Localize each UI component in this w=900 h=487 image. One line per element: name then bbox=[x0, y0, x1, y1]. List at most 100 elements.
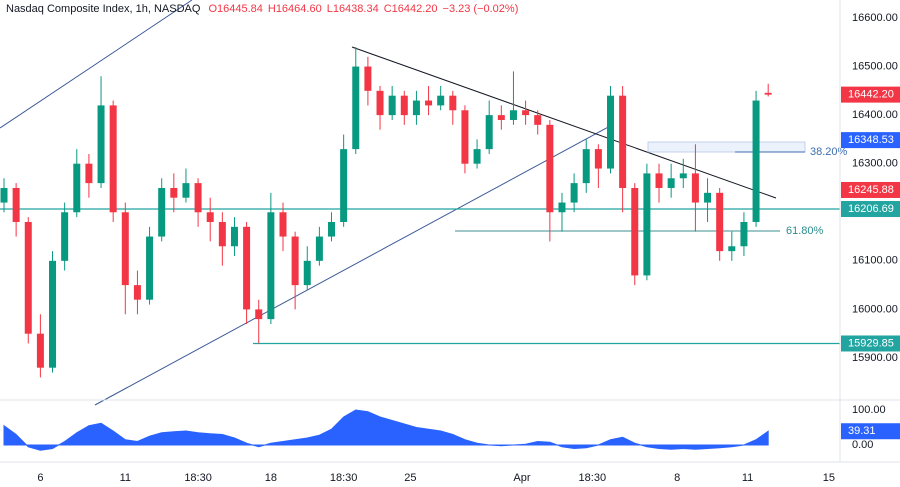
candle-body bbox=[73, 163, 81, 213]
chart-title: Nasdaq Composite Index, 1h, NASDAQ bbox=[6, 3, 201, 15]
candle-body bbox=[36, 333, 44, 368]
ohlc-value: C16442.20 bbox=[384, 3, 438, 15]
candle-body bbox=[546, 124, 554, 213]
y2-tick-label: 0.00 bbox=[852, 439, 873, 451]
candle-body bbox=[667, 178, 675, 188]
y-tick-label: 16300.00 bbox=[852, 158, 898, 170]
candle-body bbox=[49, 260, 57, 368]
candle-body bbox=[61, 212, 69, 261]
price-label: 16442.20 bbox=[848, 89, 894, 101]
price-label: 16245.88 bbox=[848, 184, 894, 196]
candle-body bbox=[691, 173, 699, 203]
ohlc-legend: O16445.84 H16464.60 L16438.34 C16442.20 −3.2… bbox=[208, 3, 518, 15]
candle-body bbox=[194, 183, 202, 213]
price-label-box bbox=[841, 181, 900, 198]
y-tick-label: 16000.00 bbox=[852, 303, 898, 315]
candle-body bbox=[230, 226, 238, 247]
x-tick-label: 8 bbox=[674, 472, 680, 484]
channel-lower bbox=[94, 124, 613, 406]
x-tick-label: 6 bbox=[37, 472, 43, 484]
candle-body bbox=[206, 212, 214, 222]
candle-body bbox=[437, 95, 445, 106]
candle-body bbox=[509, 110, 517, 120]
candle-body bbox=[97, 105, 105, 184]
candle-body bbox=[243, 226, 251, 310]
y-tick-label: 16600.00 bbox=[852, 12, 898, 24]
candle-body bbox=[582, 149, 590, 184]
ohlc-value: H16464.60 bbox=[268, 3, 322, 15]
price-label-box bbox=[841, 132, 900, 149]
candle-body bbox=[267, 212, 275, 320]
candle-body bbox=[146, 236, 154, 300]
fib-label: 38.20% bbox=[810, 146, 848, 158]
candle-body bbox=[303, 260, 311, 286]
x-tick-label: Apr bbox=[513, 472, 530, 484]
candle-body bbox=[170, 187, 178, 198]
candle-body bbox=[631, 187, 639, 276]
candle-body bbox=[328, 221, 336, 237]
candle-body bbox=[740, 221, 748, 247]
trend-line bbox=[351, 46, 777, 199]
candle-body bbox=[388, 95, 396, 116]
candle-body bbox=[619, 95, 627, 188]
price-label-box bbox=[841, 86, 900, 103]
candle-body bbox=[0, 187, 8, 203]
price-label: 16206.69 bbox=[848, 203, 894, 215]
candle-body bbox=[473, 149, 481, 164]
ohlc-value: −3.23 (−0.02%) bbox=[443, 3, 519, 15]
candle-body bbox=[558, 202, 566, 213]
candle-body bbox=[655, 173, 663, 188]
price-label-box bbox=[841, 201, 900, 218]
x-tick-label: 18:30 bbox=[184, 472, 212, 484]
y-tick-label: 15900.00 bbox=[852, 352, 898, 364]
y-tick-label: 16500.00 bbox=[852, 60, 898, 72]
candle-body bbox=[449, 95, 457, 111]
oscillator-area bbox=[3, 409, 769, 451]
candle-body bbox=[255, 309, 263, 320]
y2-tick-label: 100.00 bbox=[852, 404, 886, 416]
ohlc-value: O16445.84 bbox=[208, 3, 262, 15]
candle-body bbox=[728, 246, 736, 252]
candle-body bbox=[352, 66, 360, 150]
zone-box bbox=[647, 141, 806, 153]
marks-layer bbox=[0, 47, 840, 451]
candle-body bbox=[376, 90, 384, 116]
candle-body bbox=[109, 105, 117, 213]
osc-label: 39.31 bbox=[848, 425, 876, 437]
candle-body bbox=[704, 192, 712, 203]
fib-label: 61.80% bbox=[786, 225, 824, 237]
price-label: 16348.53 bbox=[848, 134, 894, 146]
candle-body bbox=[752, 100, 760, 222]
candle-body bbox=[497, 115, 505, 120]
candle-body bbox=[24, 221, 32, 334]
candle-body bbox=[158, 187, 166, 237]
price-label-box bbox=[841, 335, 900, 352]
candle-body bbox=[218, 221, 226, 247]
x-tick-label: 11 bbox=[742, 472, 753, 484]
candle-body bbox=[121, 212, 129, 286]
ohlc-value: L16438.34 bbox=[327, 3, 379, 15]
candle-body bbox=[279, 212, 287, 237]
x-tick-label: 15 bbox=[823, 472, 835, 484]
candle-body bbox=[764, 92, 772, 95]
x-tick-label: 25 bbox=[404, 472, 416, 484]
candle-body bbox=[594, 149, 602, 169]
y-tick-label: 16100.00 bbox=[852, 255, 898, 267]
candle-body bbox=[643, 173, 651, 276]
y-tick-label: 16400.00 bbox=[852, 109, 898, 121]
candle-body bbox=[315, 236, 323, 261]
candle-body bbox=[534, 115, 542, 125]
candle-body bbox=[716, 192, 724, 252]
x-tick-label: 18:30 bbox=[330, 472, 358, 484]
candle-body bbox=[364, 66, 372, 91]
candle-body bbox=[400, 95, 408, 116]
candle-body bbox=[485, 115, 493, 150]
candle-body bbox=[412, 100, 420, 116]
candle-body bbox=[679, 173, 687, 179]
candle-body bbox=[182, 183, 190, 198]
candle-body bbox=[85, 163, 93, 184]
price-label: 15929.85 bbox=[848, 337, 894, 349]
candle-body bbox=[522, 110, 530, 116]
